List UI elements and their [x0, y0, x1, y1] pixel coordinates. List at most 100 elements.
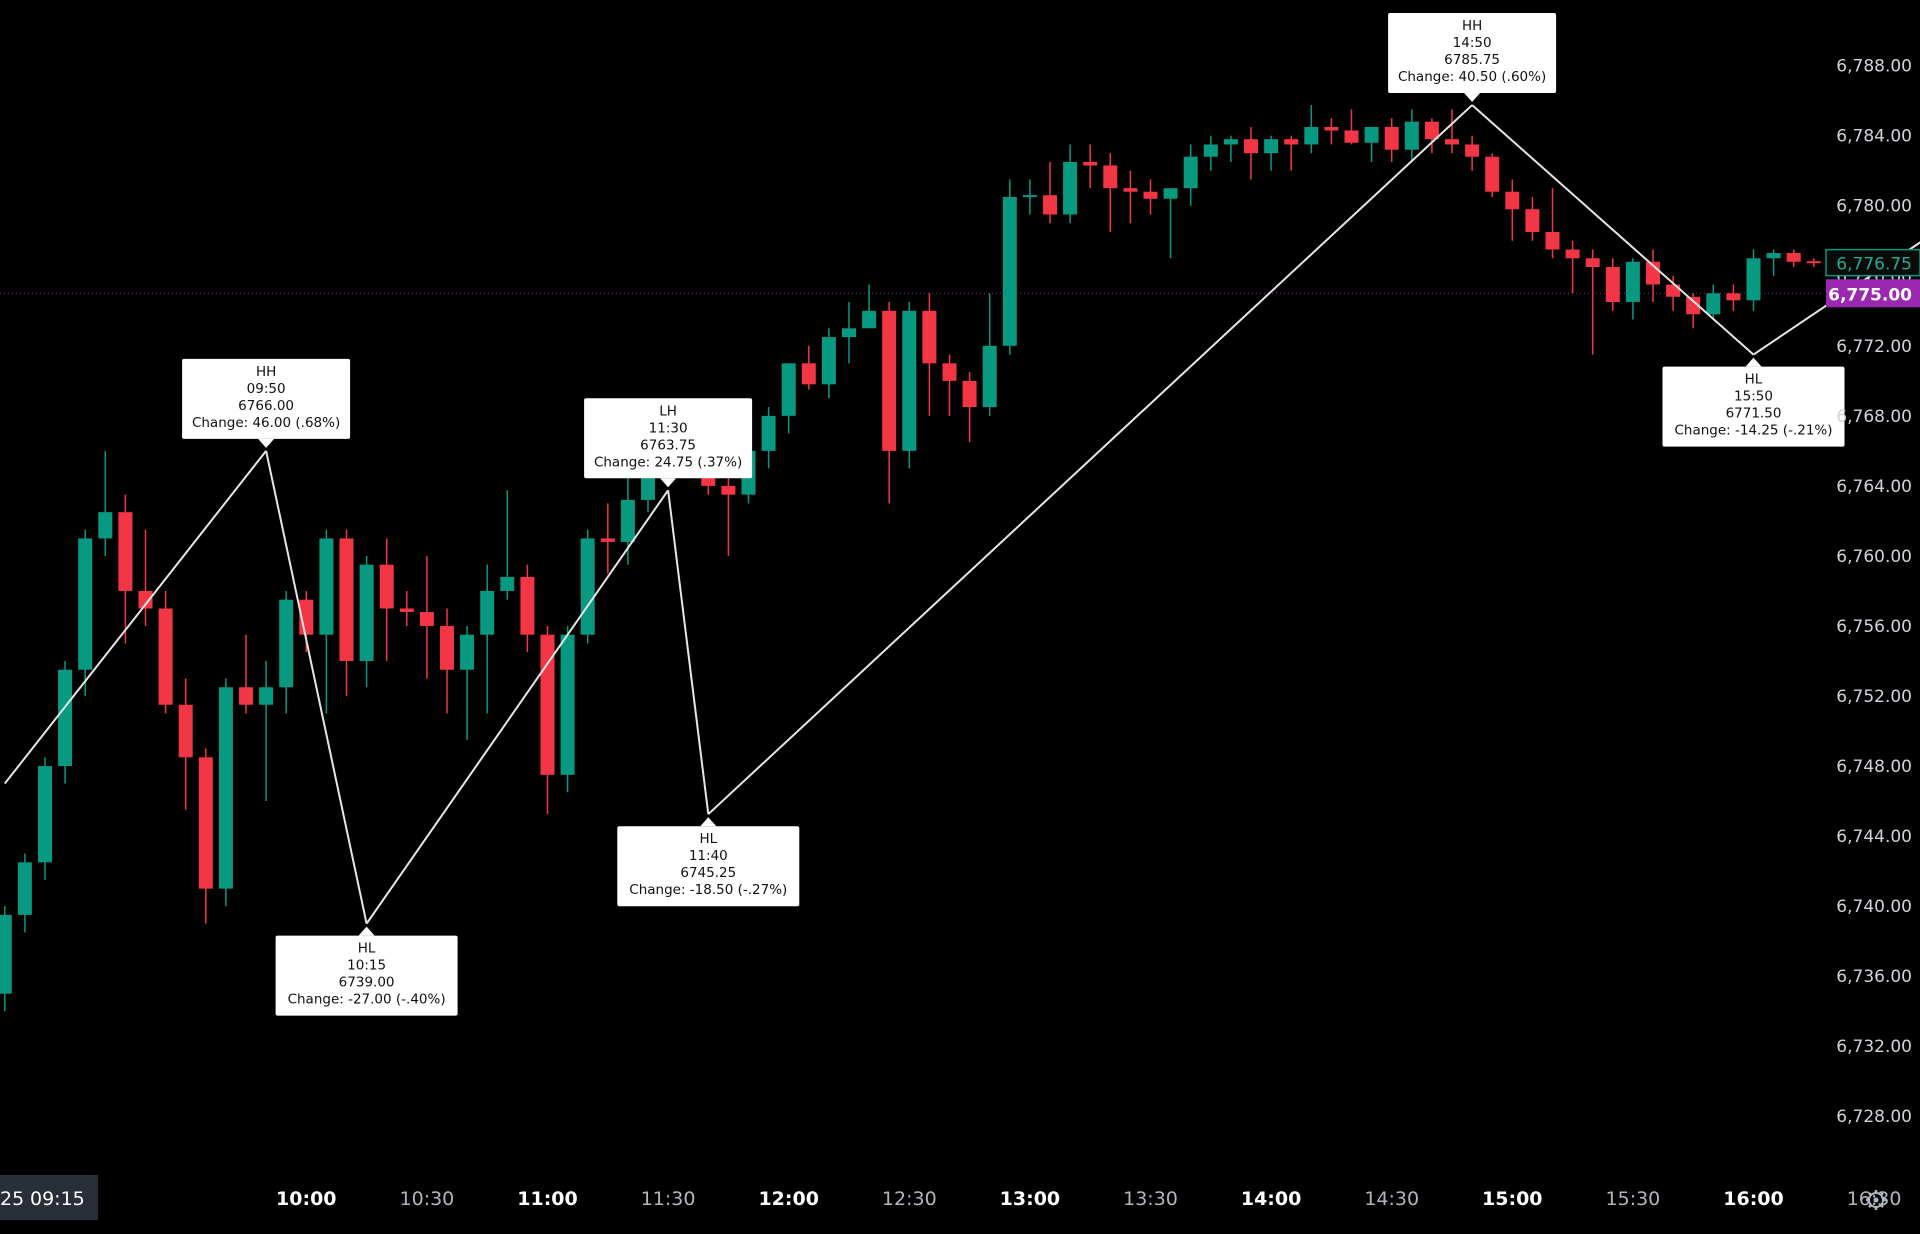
- candle-body: [520, 576, 535, 635]
- candle-body: [761, 415, 776, 451]
- candle-body: [1525, 209, 1540, 232]
- time-tick-label: 15:30: [1606, 1188, 1661, 1210]
- price-tick-label: 6,784.00: [1836, 127, 1912, 147]
- zigzag-segment: [265, 450, 368, 924]
- candle-body: [1344, 130, 1359, 143]
- pivot-label-line: LH: [659, 403, 677, 419]
- pivot-label-line: 6739.00: [339, 975, 395, 991]
- price-tick-label: 6,752.00: [1836, 687, 1912, 707]
- time-tick-label: 16:00: [1723, 1188, 1783, 1210]
- time-axis[interactable]: 25 09:15 10:00 10:30 11:00 11:30 12:00 12:30 13:…: [0, 1175, 1901, 1220]
- time-tick-label: 13:00: [1000, 1188, 1060, 1210]
- candle-body: [1424, 121, 1439, 140]
- pivot-label-line: 11:40: [689, 848, 728, 864]
- pivot-label-line: 14:50: [1453, 35, 1492, 51]
- candle-body: [1605, 267, 1620, 303]
- pivot-label-pointer: [1464, 93, 1481, 103]
- price-tick-label: 6,740.00: [1836, 897, 1912, 917]
- candle-body: [902, 310, 917, 451]
- price-tick-label: 6,736.00: [1836, 967, 1912, 987]
- time-label-first-partial: 25: [0, 1188, 24, 1210]
- candle-body: [922, 310, 937, 364]
- pivot-label-line: 11:30: [649, 420, 688, 436]
- candle-body: [1766, 253, 1781, 259]
- candle-body: [259, 687, 274, 705]
- candle-body: [1384, 126, 1399, 150]
- candle-body: [1304, 126, 1319, 145]
- candle-body: [982, 345, 997, 408]
- candle-body: [1726, 293, 1741, 301]
- time-tick-label: 10:00: [276, 1188, 336, 1210]
- candle-body: [1445, 139, 1459, 145]
- candle-body: [1746, 258, 1761, 301]
- candle-body: [1203, 144, 1218, 157]
- candle-body: [1002, 196, 1017, 346]
- candle-body: [158, 608, 173, 705]
- candle-body: [1545, 232, 1560, 250]
- time-tick-label: 14:00: [1241, 1188, 1301, 1210]
- candles-layer: [0, 105, 1821, 1012]
- price-tick-label: 6,760.00: [1836, 547, 1912, 567]
- candle-body: [1083, 161, 1098, 166]
- candle-body: [1244, 139, 1258, 154]
- candle-body: [942, 363, 957, 381]
- candle-body: [1123, 188, 1138, 192]
- time-tick-label: 15:00: [1482, 1188, 1542, 1210]
- candle-body: [1485, 156, 1500, 192]
- candle-body: [821, 337, 836, 385]
- candle-body: [1103, 165, 1118, 189]
- candle-body: [862, 310, 877, 329]
- candle-body: [17, 862, 32, 915]
- candle-body: [118, 512, 133, 591]
- candle-body: [600, 538, 615, 542]
- time-tick-label: 14:30: [1364, 1188, 1419, 1210]
- gear-icon-tooth: [1868, 1204, 1872, 1208]
- candle-body: [460, 634, 475, 670]
- pivot-label-box: [584, 398, 753, 479]
- candle-body: [138, 590, 153, 609]
- candle-body: [218, 687, 233, 889]
- candle-body: [98, 512, 113, 539]
- candle-body: [882, 310, 897, 451]
- pivot-label-line: Change: 24.75 (.37%): [594, 454, 742, 470]
- price-axis[interactable]: 6,788.006,784.006,780.006,776.006,772.00…: [1825, 57, 1920, 1128]
- candle-body: [1364, 126, 1379, 143]
- pivot-label-line: 6763.75: [640, 437, 696, 453]
- candle-body: [480, 590, 495, 635]
- gear-icon-tooth: [1868, 1192, 1872, 1196]
- marker-price-tag[interactable]: [1826, 279, 1920, 308]
- pivot-label-line: 09:50: [247, 381, 286, 397]
- candle-body: [1786, 253, 1801, 262]
- zigzag-segment: [667, 490, 710, 815]
- pivot-label-line: Change: -18.50 (-.27%): [629, 882, 787, 898]
- price-tick-label: 6,748.00: [1836, 757, 1912, 777]
- last-price-tag[interactable]: [1825, 248, 1920, 277]
- pivot-label-line: HH: [1462, 18, 1482, 34]
- pivot-label-pointer: [358, 926, 375, 936]
- marker-price-value: 6,775.00: [1828, 285, 1912, 305]
- candle-body: [1505, 191, 1520, 210]
- time-cursor-label[interactable]: [0, 1175, 98, 1220]
- candle-body: [1063, 161, 1078, 215]
- price-tick-label: 6,744.00: [1836, 827, 1912, 847]
- candle-body: [399, 608, 414, 612]
- candle-body: [359, 564, 374, 661]
- candle-body: [1284, 139, 1299, 145]
- candle-body: [239, 687, 253, 705]
- candle-body: [1686, 296, 1701, 315]
- zigzag-segment: [1471, 104, 1755, 356]
- pivot-label-line: HH: [256, 364, 276, 380]
- pivot-label-line: Change: -27.00 (-.40%): [288, 992, 446, 1008]
- candle-body: [1404, 121, 1419, 150]
- candle-body: [58, 669, 73, 767]
- candle-body: [842, 328, 856, 338]
- gear-icon[interactable]: [1866, 1190, 1886, 1210]
- pivot-label-box: [1662, 366, 1845, 447]
- candle-body: [339, 538, 354, 661]
- time-tick-label: 13:30: [1123, 1188, 1178, 1210]
- candle-body: [1465, 144, 1480, 157]
